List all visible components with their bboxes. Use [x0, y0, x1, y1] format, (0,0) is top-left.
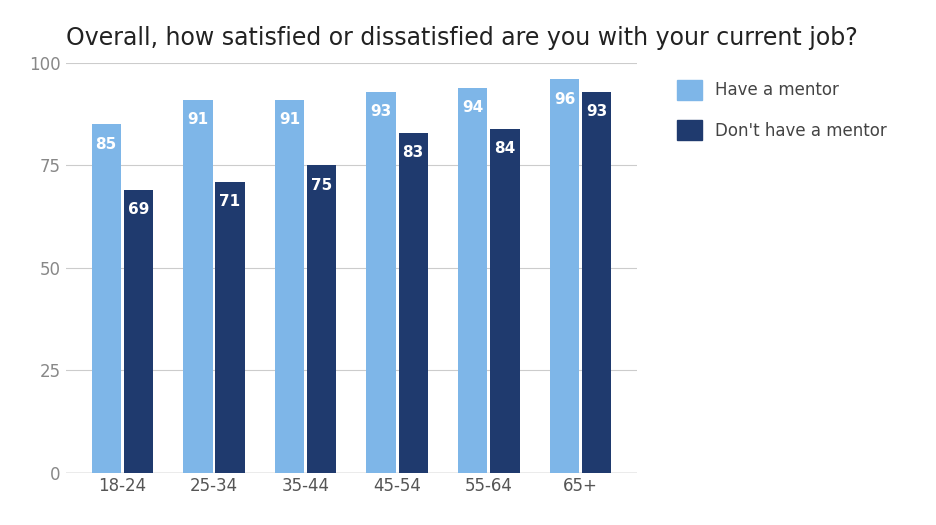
Bar: [274, 100, 304, 472]
Text: 93: 93: [585, 104, 607, 119]
Bar: [581, 92, 610, 473]
Text: 96: 96: [553, 92, 575, 107]
Text: 85: 85: [95, 136, 117, 152]
Text: 75: 75: [311, 177, 332, 193]
Bar: [307, 165, 336, 472]
Text: 84: 84: [493, 141, 515, 156]
Legend: Have a mentor, Don't have a mentor: Have a mentor, Don't have a mentor: [667, 71, 894, 149]
Text: 69: 69: [127, 202, 149, 217]
Bar: [183, 100, 212, 472]
Bar: [366, 92, 395, 473]
Bar: [458, 88, 487, 472]
Bar: [124, 190, 153, 472]
Bar: [490, 129, 519, 472]
Text: 94: 94: [461, 100, 483, 115]
Bar: [92, 124, 121, 473]
Bar: [215, 182, 244, 472]
Text: Overall, how satisfied or dissatisfied are you with your current job?: Overall, how satisfied or dissatisfied a…: [66, 26, 856, 50]
Bar: [549, 79, 578, 472]
Text: 91: 91: [279, 112, 300, 127]
Text: 83: 83: [402, 145, 423, 160]
Bar: [398, 133, 428, 472]
Text: 71: 71: [219, 194, 241, 209]
Text: 93: 93: [370, 104, 391, 119]
Text: 91: 91: [187, 112, 208, 127]
